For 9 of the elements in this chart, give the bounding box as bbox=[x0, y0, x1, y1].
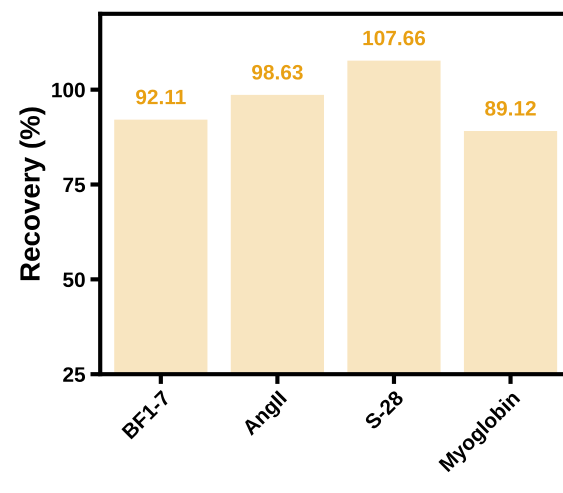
data-label: 89.12 bbox=[485, 100, 536, 116]
data-label: 107.66 bbox=[363, 30, 426, 46]
data-label: 92.11 bbox=[136, 90, 186, 104]
y-tick-label: 50 bbox=[63, 272, 85, 288]
y-axis-title: Recovery (%) bbox=[19, 107, 46, 280]
y-tick-label: 100 bbox=[52, 82, 85, 98]
y-tick-label: 75 bbox=[63, 178, 86, 192]
y-tick-label: 25 bbox=[63, 367, 86, 382]
data-label: 98.63 bbox=[252, 64, 303, 80]
